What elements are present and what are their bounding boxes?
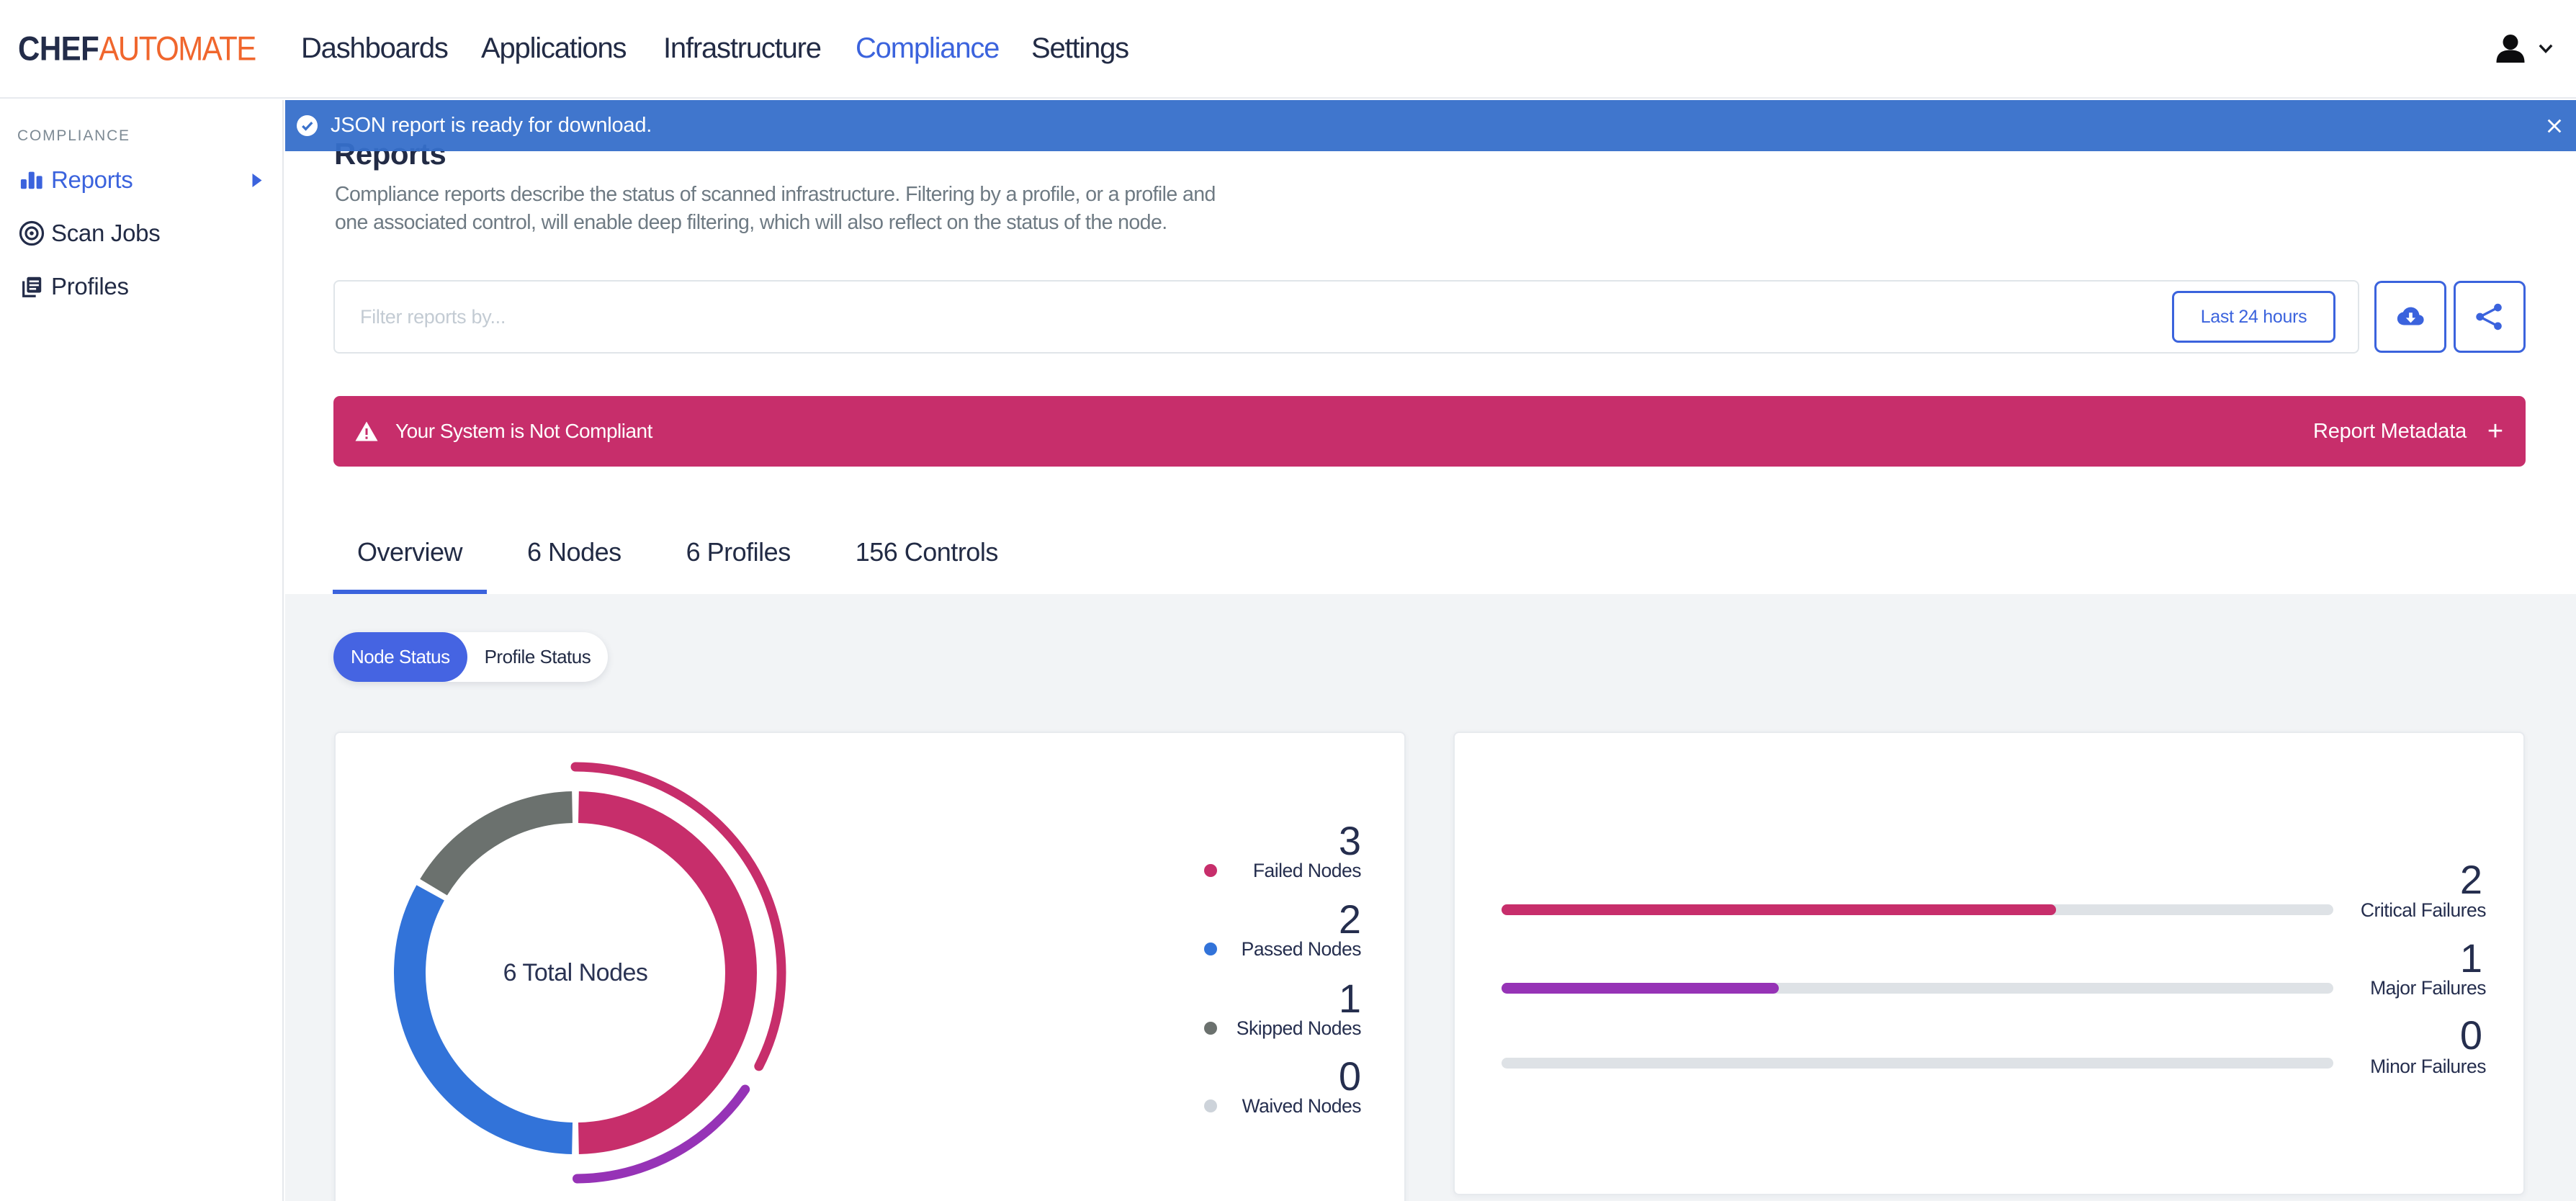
tab-profiles[interactable]: 6 Profiles — [686, 537, 791, 567]
filter-bar: Last 24 hours — [333, 280, 2359, 354]
legend-dot-passed — [1204, 943, 1217, 955]
plus-icon: + — [2487, 415, 2504, 446]
legend-waived[interactable]: 0 Waived Nodes — [1123, 1053, 1362, 1117]
logo[interactable]: CHEF AUTOMATE — [18, 0, 256, 97]
node-status-card: 6 Total Nodes 3 Failed Nodes 2 Passed No… — [334, 732, 1406, 1201]
sidebar-item-profiles[interactable]: Profiles — [0, 260, 282, 313]
time-range-button[interactable]: Last 24 hours — [2172, 291, 2335, 343]
legend-dot-skipped — [1204, 1022, 1217, 1035]
legend-failed[interactable]: 3 Failed Nodes — [1123, 818, 1362, 882]
time-range-label: Last 24 hours — [2200, 306, 2307, 327]
toggle-profile-status[interactable]: Profile Status — [484, 646, 591, 667]
warning-icon — [355, 421, 378, 441]
notification-message: JSON report is ready for download. — [331, 114, 652, 137]
status-toggle: Node Status Profile Status — [333, 632, 609, 682]
sidebar-item-label: Scan Jobs — [51, 220, 161, 246]
toggle-node-status[interactable]: Node Status — [333, 632, 467, 682]
share-icon — [2476, 303, 2502, 330]
chevron-down-icon — [2539, 44, 2553, 53]
report-metadata-toggle[interactable]: Report Metadata + — [2313, 416, 2505, 447]
legend-value: 3 — [1338, 818, 1361, 863]
severity-label: Major Failures — [2370, 977, 2486, 999]
severity-label: Minor Failures — [2370, 1056, 2486, 1077]
nav-link-dashboards[interactable]: Dashboards — [301, 32, 449, 64]
tab-nodes[interactable]: 6 Nodes — [527, 537, 621, 567]
report-tabs: Overview 6 Nodes 6 Profiles 156 Controls — [333, 528, 1038, 594]
legend-value: 1 — [1338, 976, 1361, 1021]
cloud-download-icon — [2397, 307, 2424, 325]
legend-label: Waived Nodes — [1242, 1095, 1362, 1117]
sidebar-item-reports[interactable]: Reports — [0, 153, 282, 207]
minor-failures-bar — [1502, 1058, 2333, 1069]
nav-link-infrastructure[interactable]: Infrastructure — [663, 32, 822, 64]
legend-skipped[interactable]: 1 Skipped Nodes — [1123, 976, 1362, 1040]
tab-overview[interactable]: Overview — [333, 528, 488, 594]
failures-severity-card: 2 Critical Failures 1 Major Failures 0 M… — [1453, 732, 2525, 1195]
sidebar-item-label: Reports — [51, 166, 133, 193]
severity-value: 2 — [2459, 857, 2482, 902]
severity-label: Critical Failures — [2360, 899, 2487, 921]
legend-value: 0 — [1338, 1053, 1361, 1099]
legend-dot-waived — [1204, 1099, 1217, 1112]
sidebar-section-label: COMPLIANCE — [17, 127, 130, 144]
logo-brand: CHEF — [18, 29, 99, 68]
severity-value: 0 — [2459, 1012, 2482, 1058]
compliance-alert: Your System is Not Compliant Report Meta… — [333, 396, 2526, 467]
legend-value: 2 — [1338, 896, 1361, 942]
documents-icon — [18, 273, 45, 300]
tab-controls[interactable]: 156 Controls — [855, 537, 999, 567]
severity-value: 1 — [2459, 935, 2482, 981]
major-failures-bar — [1502, 983, 2333, 994]
share-button[interactable] — [2454, 281, 2526, 353]
notification-banner: JSON report is ready for download. — [285, 100, 2576, 151]
close-icon[interactable] — [2545, 117, 2564, 135]
report-metadata-label: Report Metadata — [2312, 419, 2467, 443]
page-description: Compliance reports describe the status o… — [335, 183, 1216, 234]
legend-label: Skipped Nodes — [1236, 1017, 1362, 1039]
caret-right-icon — [252, 173, 262, 187]
nav-link-applications[interactable]: Applications — [481, 32, 627, 64]
node-status-donut — [352, 750, 799, 1196]
filter-input[interactable] — [360, 282, 1368, 352]
sidebar-item-scan-jobs[interactable]: Scan Jobs — [0, 207, 282, 260]
legend-label: Failed Nodes — [1252, 860, 1362, 881]
nav-link-settings[interactable]: Settings — [1031, 32, 1129, 64]
legend-label: Passed Nodes — [1241, 938, 1362, 960]
nav-link-compliance[interactable]: Compliance — [856, 32, 1000, 64]
main-content: Reports Compliance reports describe the … — [285, 100, 2576, 1201]
download-report-button[interactable] — [2374, 281, 2446, 353]
check-circle-icon — [297, 115, 318, 136]
bar-chart-icon — [18, 166, 45, 194]
sidebar-item-label: Profiles — [51, 273, 129, 300]
overview-panel: Node Status Profile Status 6 Total Nodes… — [285, 594, 2576, 1201]
legend-dot-failed — [1204, 864, 1217, 877]
logo-product: AUTOMATE — [99, 29, 256, 68]
sidebar: COMPLIANCE Reports — [0, 100, 284, 1201]
person-icon — [2496, 34, 2525, 63]
user-menu[interactable] — [2495, 0, 2553, 97]
donut-center-label: 6 Total Nodes — [503, 958, 648, 986]
alert-message: Your System is Not Compliant — [395, 420, 652, 442]
target-icon — [18, 220, 45, 247]
top-navigation: CHEF AUTOMATE Dashboards Applications Inf… — [0, 0, 2576, 99]
critical-failures-bar — [1502, 904, 2333, 915]
legend-passed[interactable]: 2 Passed Nodes — [1123, 896, 1362, 961]
